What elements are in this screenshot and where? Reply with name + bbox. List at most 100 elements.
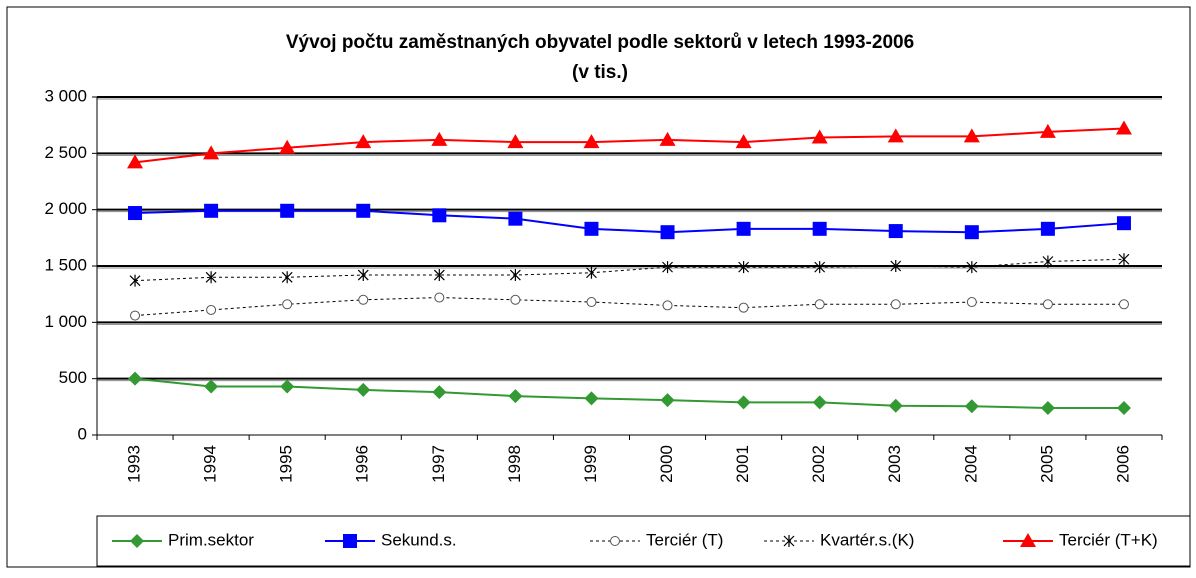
data-point (508, 211, 523, 226)
data-point (966, 261, 978, 274)
data-point (811, 129, 828, 144)
data-point (1040, 400, 1055, 415)
y-tick-label: 2 500 (44, 143, 87, 162)
legend-label: Terciér (T+K) (1059, 530, 1158, 549)
x-tick-label: 2001 (733, 445, 752, 483)
data-point (1042, 299, 1053, 310)
x-tick-label: 1999 (581, 445, 600, 483)
data-point (814, 299, 825, 310)
legend-marker (783, 535, 795, 547)
y-tick-label: 0 (78, 424, 87, 443)
data-point (282, 299, 293, 310)
data-point (964, 399, 979, 414)
data-point (1115, 120, 1132, 135)
legend-marker (610, 536, 620, 546)
data-point (1040, 221, 1055, 236)
data-point (510, 294, 521, 305)
data-point (812, 395, 827, 410)
data-point (508, 389, 523, 404)
series-line (135, 258, 1124, 282)
data-point (887, 128, 904, 143)
y-tick-label: 1 000 (44, 312, 87, 331)
data-point (355, 134, 372, 149)
data-point (1118, 253, 1130, 266)
data-point (662, 261, 673, 274)
x-tick-label: 2004 (961, 445, 980, 483)
data-point (586, 297, 597, 308)
y-tick-label: 500 (59, 368, 87, 387)
data-point (280, 203, 295, 218)
data-point (1116, 400, 1131, 415)
series-line (134, 297, 1124, 317)
data-point (204, 379, 219, 394)
data-point (584, 221, 599, 236)
chart-title: Vývoj počtu zaměstnaných obyvatel podle … (286, 32, 914, 53)
legend-label: Terciér (T) (646, 530, 723, 549)
legend-marker (1020, 533, 1036, 547)
data-point (736, 395, 751, 410)
data-point (890, 299, 901, 310)
data-point (281, 271, 293, 284)
data-point (357, 269, 369, 282)
y-tick-label: 3 000 (44, 86, 87, 105)
legend-label: Prim.sektor (168, 530, 254, 549)
data-point (735, 134, 752, 149)
data-point (1042, 255, 1054, 268)
data-point (432, 208, 447, 223)
data-point (812, 221, 827, 236)
data-point (127, 154, 144, 169)
data-point (586, 266, 597, 279)
data-point (434, 292, 445, 303)
data-point (432, 385, 447, 400)
series-line (134, 377, 1124, 409)
data-point (1118, 299, 1129, 310)
data-point (279, 139, 296, 154)
data-point (1039, 123, 1056, 138)
data-point (736, 221, 751, 236)
data-point (507, 134, 524, 149)
data-point (888, 224, 903, 239)
y-tick-label: 1 500 (44, 255, 87, 274)
data-point (890, 260, 902, 272)
x-tick-label: 1994 (201, 445, 220, 483)
data-point (358, 294, 369, 305)
data-point (433, 269, 445, 282)
data-point (738, 261, 750, 274)
x-tick-label: 2003 (885, 445, 904, 483)
x-tick-label: 1998 (505, 445, 524, 483)
x-tick-label: 2005 (1037, 445, 1056, 483)
data-point (659, 131, 676, 146)
x-tick-label: 1993 (125, 445, 144, 483)
data-point (660, 225, 675, 240)
x-tick-label: 1995 (277, 445, 296, 483)
data-point (583, 134, 600, 149)
data-point (280, 379, 295, 394)
data-point (129, 274, 141, 287)
series-line (135, 209, 1125, 234)
legend-marker (343, 534, 357, 548)
data-point (130, 310, 141, 321)
data-point (1116, 216, 1131, 231)
x-tick-label: 1997 (429, 445, 448, 483)
x-tick-label: 1996 (353, 445, 372, 483)
y-tick-label: 2 000 (44, 199, 87, 218)
legend-marker (130, 534, 144, 548)
data-point (888, 398, 903, 413)
data-point (128, 371, 143, 386)
data-point (205, 271, 217, 284)
data-point (356, 203, 371, 218)
data-point (356, 382, 371, 397)
legend-label: Kvartér.s.(K) (820, 530, 914, 549)
data-point (963, 128, 980, 143)
x-tick-label: 2000 (657, 445, 676, 483)
x-tick-label: 2002 (809, 445, 828, 483)
data-point (966, 297, 977, 308)
x-tick-label: 2006 (1113, 445, 1132, 483)
data-point (431, 131, 448, 146)
data-point (738, 302, 749, 313)
data-point (964, 225, 979, 240)
data-point (128, 206, 143, 221)
data-point (206, 304, 217, 315)
series-line (134, 127, 1125, 164)
